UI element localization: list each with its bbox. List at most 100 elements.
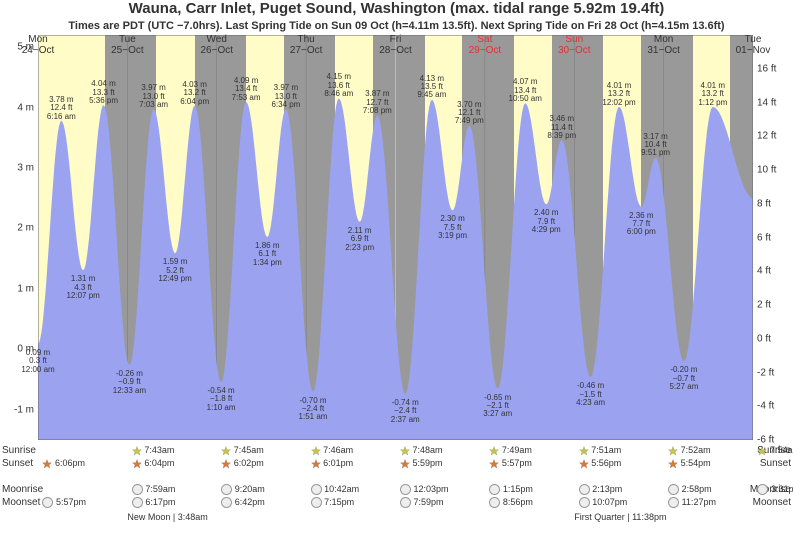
date-label: Tue01−Nov bbox=[736, 34, 771, 56]
tide-annotation: -0.26 m−0.9 ft12:33 am bbox=[113, 370, 146, 395]
plot-area: 0.09 m0.3 ft12:00 am3.78 m12.4 ft6:16 am… bbox=[38, 35, 753, 440]
sunset-row-item: 6:04pm bbox=[132, 458, 175, 469]
sunrise-row-item: 7:48am bbox=[400, 445, 443, 456]
date-label: Sun30−Oct bbox=[558, 34, 591, 56]
moonset-row-item: 10:07pm bbox=[579, 497, 628, 508]
sunrise-row-item: 7:43am bbox=[132, 445, 175, 456]
date-label: Fri28−Oct bbox=[379, 34, 412, 56]
tide-annotation: 4.13 m13.5 ft9:45 am bbox=[417, 75, 446, 100]
moonset-row-item: 5:57pm bbox=[42, 497, 86, 508]
tide-annotation: 2.11 m6.9 ft2:23 pm bbox=[345, 227, 374, 252]
sunrise-row-item: 7:45am bbox=[221, 445, 264, 456]
tide-annotation: 4.09 m13.4 ft7:53 am bbox=[232, 77, 261, 102]
moonset-row-item: 7:15pm bbox=[311, 497, 355, 508]
y-tick-m: 3 m bbox=[17, 162, 34, 173]
date-label: Sat29−Oct bbox=[469, 34, 502, 56]
y-tick-ft: -4 ft bbox=[757, 401, 774, 412]
tide-annotation: -0.46 m−1.5 ft4:23 am bbox=[576, 382, 605, 407]
moonrise-row-item: 3:31pm bbox=[757, 484, 793, 495]
y-tick-m: 0 m bbox=[17, 344, 34, 355]
date-label: Thu27−Oct bbox=[290, 34, 323, 56]
moonrise-row-item: 1:15pm bbox=[489, 484, 533, 495]
y-tick-m: 4 m bbox=[17, 102, 34, 113]
y-tick-m: 1 m bbox=[17, 283, 34, 294]
sunrise-row-item: 7:52am bbox=[668, 445, 711, 456]
tide-annotation: 3.70 m12.1 ft7:49 pm bbox=[455, 100, 484, 125]
row-label-r: Sunset bbox=[760, 458, 791, 469]
moonset-row-item: 6:17pm bbox=[132, 497, 176, 508]
moonrise-row-item: 2:13pm bbox=[579, 484, 623, 495]
tide-annotation: 3.17 m10.4 ft9:51 pm bbox=[641, 133, 670, 158]
y-tick-ft: 4 ft bbox=[757, 266, 771, 277]
row-label-l: Sunrise bbox=[2, 445, 36, 456]
y-tick-m: -1 m bbox=[14, 404, 34, 415]
moonrise-row-item: 10:42am bbox=[311, 484, 360, 495]
y-tick-ft: 6 ft bbox=[757, 232, 771, 243]
moonphase-row: New Moon | 3:48am First Quarter | 11:38pm bbox=[38, 512, 753, 524]
tide-annotation: -0.20 m−0.7 ft5:27 am bbox=[669, 366, 698, 391]
tide-annotation: 3.87 m12.7 ft7:08 pm bbox=[363, 90, 392, 115]
date-label: Mon31−Oct bbox=[647, 34, 680, 56]
moonset-row-item: 8:56pm bbox=[489, 497, 533, 508]
tide-annotation: -0.74 m−2.4 ft2:37 am bbox=[391, 399, 420, 424]
moonrise-row-item: 7:59am bbox=[132, 484, 176, 495]
moon-phase-label: First Quarter | 11:38pm bbox=[574, 512, 666, 522]
row-label-l: Moonset bbox=[2, 497, 40, 508]
chart-title: Wauna, Carr Inlet, Puget Sound, Washingt… bbox=[0, 0, 793, 17]
y-tick-ft: 0 ft bbox=[757, 333, 771, 344]
y-tick-ft: 14 ft bbox=[757, 97, 776, 108]
row-label-r: Moonset bbox=[753, 497, 791, 508]
moonrise-row-item: 9:20am bbox=[221, 484, 265, 495]
y-tick-ft: 2 ft bbox=[757, 300, 771, 311]
tide-annotation: -0.70 m−2.4 ft1:51 am bbox=[299, 397, 328, 422]
sunset-row-item: 6:01pm bbox=[311, 458, 354, 469]
y-tick-ft: 10 ft bbox=[757, 165, 776, 176]
sunrise-row: 7:43am 7:45am 7:46am 7:48am 7:49am 7:51a… bbox=[38, 445, 753, 457]
date-label: Mon24−Oct bbox=[22, 34, 55, 56]
row-label-l: Moonrise bbox=[2, 484, 43, 495]
y-tick-ft: -6 ft bbox=[757, 435, 774, 446]
y-axis-metres: -1 m0 m1 m2 m3 m4 m5 m bbox=[0, 35, 38, 440]
date-label: Wed26−Oct bbox=[200, 34, 233, 56]
sunset-row-item: 5:57pm bbox=[489, 458, 532, 469]
sunset-row-item: 6:06pm bbox=[42, 458, 85, 469]
sunset-row-item: 5:59pm bbox=[400, 458, 443, 469]
y-tick-m: 2 m bbox=[17, 223, 34, 234]
tide-annotation: 3.97 m13.0 ft6:34 pm bbox=[271, 84, 300, 109]
tide-annotation: -0.54 m−1.8 ft1:10 am bbox=[207, 387, 236, 412]
moonset-row-item: 6:42pm bbox=[221, 497, 265, 508]
sunrise-row-item: 7:54am bbox=[757, 445, 793, 456]
sunset-row-item: 5:54pm bbox=[668, 458, 711, 469]
y-tick-ft: -2 ft bbox=[757, 367, 774, 378]
sunrise-row-item: 7:49am bbox=[489, 445, 532, 456]
tide-annotation: -0.65 m−2.1 ft3:27 am bbox=[483, 394, 512, 419]
tide-annotation: 1.31 m4.3 ft12:07 pm bbox=[66, 275, 99, 300]
moonset-row: 5:57pm 6:17pm 6:42pm 7:15pm 7:59pm 8:56p… bbox=[38, 497, 753, 509]
tide-chart: Wauna, Carr Inlet, Puget Sound, Washingt… bbox=[0, 0, 793, 539]
tide-annotation: 3.46 m11.4 ft8:39 pm bbox=[547, 115, 576, 140]
tide-annotation: 2.30 m7.5 ft3:19 pm bbox=[438, 215, 467, 240]
tide-annotation: 4.03 m13.2 ft6:04 pm bbox=[180, 81, 209, 106]
y-tick-ft: 8 ft bbox=[757, 198, 771, 209]
sunset-row-item: 6:02pm bbox=[221, 458, 264, 469]
tide-annotation: 2.40 m7.9 ft4:29 pm bbox=[532, 209, 561, 234]
moonrise-row: 7:59am 9:20am 10:42am 12:03pm 1:15pm 2:1… bbox=[38, 484, 753, 496]
date-label: Tue25−Oct bbox=[111, 34, 144, 56]
y-axis-feet: -6 ft-4 ft-2 ft0 ft2 ft4 ft6 ft8 ft10 ft… bbox=[753, 35, 793, 440]
tide-annotation: 1.59 m5.2 ft12:49 pm bbox=[158, 258, 191, 283]
moonrise-row-item: 2:58pm bbox=[668, 484, 712, 495]
sunrise-row-item: 7:46am bbox=[311, 445, 354, 456]
tide-annotation: 3.97 m13.0 ft7:03 am bbox=[139, 84, 168, 109]
tide-annotation: 4.04 m13.3 ft5:36 pm bbox=[89, 80, 118, 105]
chart-subtitle: Times are PDT (UTC −7.0hrs). Last Spring… bbox=[0, 20, 793, 32]
sunset-row: 6:06pm 6:04pm 6:02pm 6:01pm 5:59pm 5:57p… bbox=[38, 458, 753, 470]
tide-annotation: 3.78 m12.4 ft6:16 am bbox=[47, 96, 76, 121]
sunset-row-item: 5:56pm bbox=[579, 458, 622, 469]
y-tick-ft: 16 ft bbox=[757, 63, 776, 74]
tide-annotation: 4.01 m13.2 ft1:12 pm bbox=[698, 82, 727, 107]
y-tick-ft: 12 ft bbox=[757, 131, 776, 142]
moon-phase-label: New Moon | 3:48am bbox=[127, 512, 207, 522]
tide-annotation: 4.01 m13.2 ft12:02 pm bbox=[602, 82, 635, 107]
tide-annotation: 4.07 m13.4 ft10:50 am bbox=[509, 78, 542, 103]
sunrise-row-item: 7:51am bbox=[579, 445, 622, 456]
